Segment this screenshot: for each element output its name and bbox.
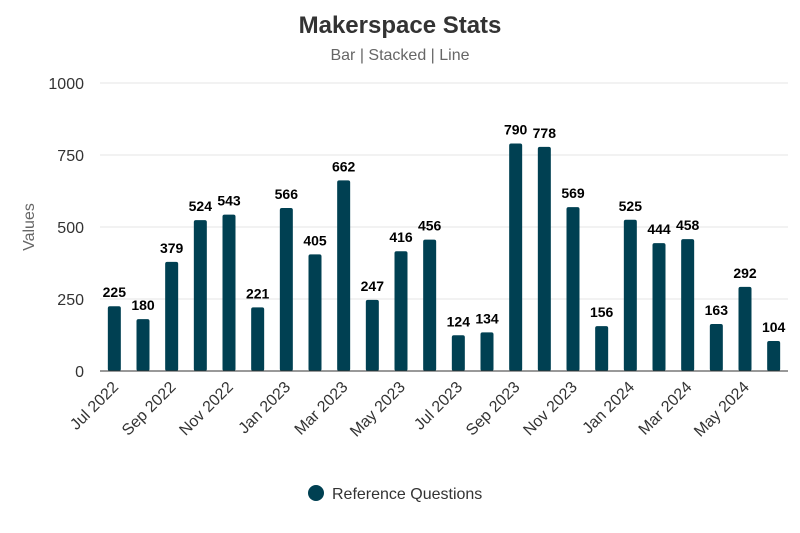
- x-tick-label: Jul 2023: [411, 379, 466, 434]
- bar[interactable]: [365, 299, 379, 371]
- data-label: 566: [275, 186, 299, 202]
- data-label: 416: [389, 229, 413, 245]
- x-tick-label: Nov 2023: [520, 379, 581, 440]
- x-tick-label: Sep 2023: [463, 379, 524, 440]
- data-label: 156: [590, 304, 614, 320]
- x-tick-label: Mar 2024: [636, 379, 696, 439]
- bar[interactable]: [451, 335, 465, 371]
- data-label: 444: [647, 221, 671, 237]
- bar[interactable]: [107, 306, 121, 371]
- bars: [107, 143, 781, 371]
- y-tick-label: 750: [57, 148, 84, 165]
- data-label: 662: [332, 158, 356, 174]
- bar[interactable]: [193, 220, 207, 371]
- data-label: 124: [447, 313, 471, 329]
- data-label: 543: [217, 193, 241, 209]
- data-label: 790: [504, 121, 528, 137]
- chart-subtitle: Bar | Stacked | Line: [330, 47, 469, 64]
- chart-title: Makerspace Stats: [299, 12, 502, 39]
- x-tick-label: Mar 2023: [292, 379, 352, 439]
- data-label: 525: [619, 198, 643, 214]
- x-tick-label: Jan 2024: [580, 379, 639, 438]
- bar[interactable]: [222, 214, 236, 371]
- data-label: 163: [705, 302, 729, 318]
- bar[interactable]: [165, 261, 179, 371]
- data-label: 104: [762, 319, 786, 335]
- y-tick-label: 250: [57, 292, 84, 309]
- x-tick-label: May 2023: [347, 379, 409, 441]
- y-axis-ticks: 0 250 500 750 1000: [48, 76, 84, 381]
- data-label: 524: [189, 198, 213, 214]
- bar[interactable]: [308, 254, 322, 371]
- bar[interactable]: [279, 207, 293, 371]
- bar[interactable]: [480, 332, 494, 371]
- x-tick-label: Jul 2022: [67, 379, 122, 434]
- legend-label: Reference Questions: [332, 486, 482, 503]
- data-label: 379: [160, 240, 184, 256]
- legend[interactable]: Reference Questions: [308, 485, 482, 503]
- x-tick-label: Nov 2022: [176, 379, 237, 440]
- data-label: 569: [561, 185, 585, 201]
- bar[interactable]: [537, 146, 551, 371]
- bar[interactable]: [423, 239, 437, 371]
- data-label: 225: [103, 284, 127, 300]
- bar[interactable]: [652, 243, 666, 371]
- y-tick-label: 1000: [48, 76, 84, 93]
- data-label: 292: [733, 265, 757, 281]
- bar[interactable]: [623, 219, 637, 371]
- bar[interactable]: [394, 251, 408, 371]
- data-label: 247: [361, 278, 385, 294]
- bar[interactable]: [566, 207, 580, 371]
- data-label: 134: [475, 310, 499, 326]
- data-label: 221: [246, 285, 270, 301]
- bar[interactable]: [136, 319, 150, 371]
- bar[interactable]: [337, 180, 351, 371]
- bar[interactable]: [738, 286, 752, 371]
- bar[interactable]: [709, 324, 723, 371]
- bar[interactable]: [509, 143, 523, 371]
- data-label: 458: [676, 217, 700, 233]
- data-label: 456: [418, 218, 442, 234]
- y-axis-title: Values: [21, 203, 38, 251]
- bar[interactable]: [251, 307, 265, 371]
- gridlines: [100, 82, 788, 300]
- y-tick-label: 500: [57, 220, 84, 237]
- bar[interactable]: [767, 341, 781, 371]
- bar[interactable]: [681, 239, 695, 371]
- bar[interactable]: [595, 326, 609, 371]
- x-tick-label: May 2024: [691, 379, 753, 441]
- data-label: 180: [131, 297, 155, 313]
- y-tick-label: 0: [75, 364, 84, 381]
- x-tick-label: Jan 2023: [236, 379, 295, 438]
- x-tick-label: Sep 2022: [119, 379, 180, 440]
- data-label: 405: [303, 232, 327, 248]
- data-label: 778: [533, 125, 557, 141]
- legend-marker: [308, 485, 324, 501]
